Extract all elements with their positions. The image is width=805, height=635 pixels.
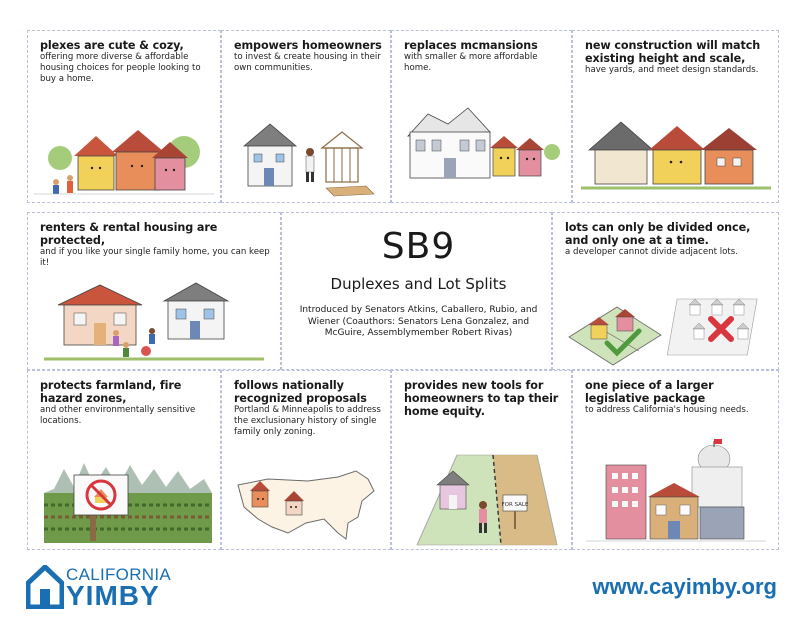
card-title: empowers homeowners bbox=[234, 39, 382, 52]
renters-illustration bbox=[28, 271, 280, 367]
card-home-equity: provides new tools for homeowners to tap… bbox=[391, 370, 572, 550]
card-title: renters & rental housing are protected, bbox=[40, 221, 218, 247]
card-body: a developer cannot divide adjacent lots. bbox=[565, 247, 738, 257]
new-construction-illustration bbox=[573, 106, 778, 200]
card-body: Portland & Minneapolis to address the ex… bbox=[234, 405, 381, 437]
card-plexes: plexes are cute & cozy, offering more di… bbox=[27, 30, 221, 203]
plexes-illustration bbox=[28, 112, 220, 200]
card-national-proposals: follows nationally recognized proposals … bbox=[221, 370, 391, 550]
mcmansions-illustration bbox=[392, 96, 571, 200]
card-body: to address California's housing needs. bbox=[585, 405, 749, 415]
card-body: with smaller & more affordable home. bbox=[404, 52, 538, 73]
lots-illustration bbox=[553, 277, 778, 367]
card-body: and other environmentally sensitive loca… bbox=[40, 405, 196, 426]
card-farmland: protects farmland, fire hazard zones, an… bbox=[27, 370, 221, 550]
sb9-center-panel: SB9 Duplexes and Lot Splits Introduced b… bbox=[281, 212, 552, 370]
page-subtitle: Duplexes and Lot Splits bbox=[330, 275, 507, 293]
card-body: to invest & create housing in their own … bbox=[234, 52, 381, 73]
house-logo-icon bbox=[26, 565, 64, 609]
card-empowers: empowers homeowners to invest & create h… bbox=[221, 30, 391, 203]
website-link[interactable]: www.cayimby.org bbox=[592, 574, 777, 599]
card-title: protects farmland, fire hazard zones, bbox=[40, 379, 182, 405]
no-housing-sign-icon bbox=[73, 474, 129, 541]
card-title: new construction will match existing hei… bbox=[585, 39, 761, 65]
card-title: one piece of a larger legislative packag… bbox=[585, 379, 714, 405]
farmland-illustration bbox=[28, 449, 220, 547]
home-equity-illustration: FOR SALE bbox=[392, 435, 571, 547]
page-title: SB9 bbox=[381, 226, 456, 267]
x-mark-icon bbox=[707, 316, 734, 342]
adjacent-lots-icon bbox=[666, 298, 757, 356]
card-title: replaces mcmansions bbox=[404, 39, 538, 52]
flag-icon bbox=[713, 439, 722, 444]
card-title: follows nationally recognized proposals bbox=[234, 379, 367, 405]
card-body: and if you like your single family home,… bbox=[40, 247, 270, 268]
card-new-construction: new construction will match existing hei… bbox=[572, 30, 779, 203]
card-renters: renters & rental housing are protected, … bbox=[27, 212, 281, 370]
card-mcmansions: replaces mcmansions with smaller & more … bbox=[391, 30, 572, 203]
authors-text: Introduced by Senators Atkins, Caballero… bbox=[299, 305, 538, 339]
empowers-illustration bbox=[222, 108, 390, 200]
legislative-illustration bbox=[573, 437, 778, 547]
card-title: lots can only be divided once, and only … bbox=[565, 221, 751, 247]
sign-text: FOR SALE bbox=[501, 502, 528, 508]
card-title: provides new tools for homeowners to tap… bbox=[404, 379, 559, 418]
checkmark-icon bbox=[604, 328, 641, 357]
california-yimby-logo[interactable]: CALIFORNIA YIMBY bbox=[26, 563, 176, 611]
us-map-illustration bbox=[222, 461, 390, 547]
logo-top-text: CALIFORNIA bbox=[66, 565, 172, 584]
card-body: offering more diverse & affordable housi… bbox=[40, 52, 201, 84]
card-body: have yards, and meet design standards. bbox=[585, 65, 759, 75]
card-lots: lots can only be divided once, and only … bbox=[552, 212, 779, 370]
card-legislative-package: one piece of a larger legislative packag… bbox=[572, 370, 779, 550]
card-title: plexes are cute & cozy, bbox=[40, 39, 184, 52]
logo-bottom-text: YIMBY bbox=[66, 580, 160, 611]
